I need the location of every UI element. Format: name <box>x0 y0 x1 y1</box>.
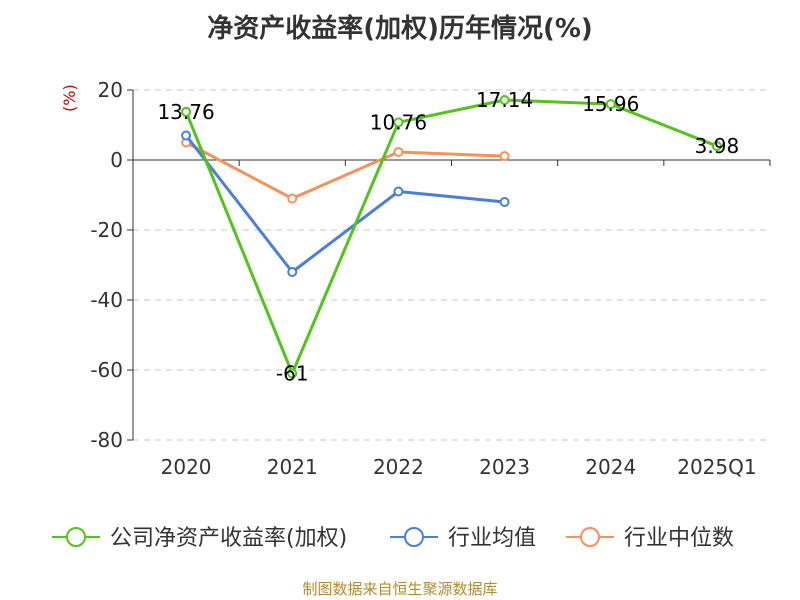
legend-label-2: 行业中位数 <box>624 526 734 551</box>
data-point-series-2 <box>499 151 510 162</box>
y-tick-label: -20 <box>90 218 123 242</box>
series-line-1 <box>184 134 505 274</box>
x-tick-label: 2023 <box>479 455 530 479</box>
legend-marker-0 <box>66 527 86 547</box>
y-tick-label: -40 <box>90 288 123 312</box>
data-label: 3.98 <box>695 134 740 158</box>
data-point-series-2 <box>287 193 298 204</box>
legend-marker-2 <box>580 527 600 547</box>
data-label: 10.76 <box>370 110 427 134</box>
data-point-series-1 <box>499 197 510 207</box>
data-point-series-2 <box>393 146 404 157</box>
legend-label-1: 行业均值 <box>448 526 536 551</box>
data-point-series-0 <box>605 99 616 110</box>
y-tick-label: -60 <box>90 358 123 382</box>
data-point-series-1 <box>181 130 192 141</box>
data-point-series-0 <box>287 368 298 379</box>
data-label: 17.14 <box>476 88 533 112</box>
x-tick-label: 2024 <box>585 455 636 479</box>
y-tick-label: -80 <box>90 428 123 452</box>
data-point-series-0 <box>711 141 722 152</box>
x-tick-label: 2020 <box>161 455 212 479</box>
data-source-note: 制图数据来自恒生聚源数据库 <box>302 580 498 598</box>
series-line-2 <box>185 141 505 200</box>
legend-label-0: 公司净资产收益率(加权) <box>110 526 347 551</box>
legend-marker-1 <box>404 527 424 547</box>
data-label: -61 <box>276 362 309 386</box>
x-tick-label: 2025Q1 <box>677 455 756 479</box>
data-point-series-1 <box>287 267 298 277</box>
data-point-series-0 <box>499 95 510 106</box>
data-point-series-0 <box>393 117 404 128</box>
chart-title: 净资产收益率(加权)历年情况(%) <box>207 14 593 44</box>
x-tick-label: 2022 <box>373 455 424 479</box>
x-tick-label: 2021 <box>267 455 318 479</box>
data-point-series-0 <box>181 106 192 117</box>
y-tick-label: 20 <box>98 78 123 102</box>
y-tick-label: 0 <box>110 148 123 172</box>
data-point-series-1 <box>393 186 404 197</box>
data-label: 13.76 <box>157 100 214 124</box>
data-label: 15.96 <box>582 92 639 116</box>
series-line-0 <box>184 98 718 375</box>
